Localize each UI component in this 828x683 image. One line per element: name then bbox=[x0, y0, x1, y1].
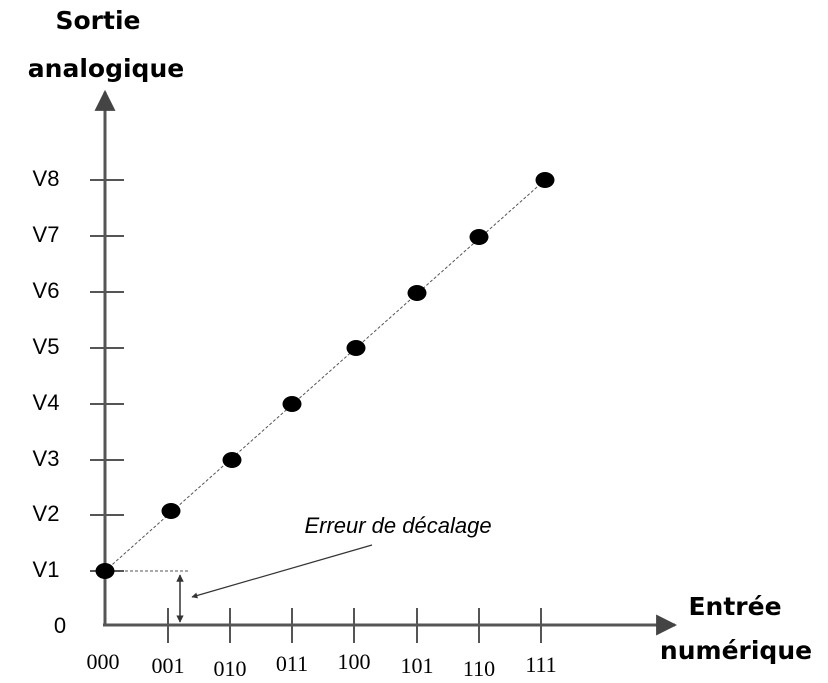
y-label: V6 bbox=[33, 278, 60, 303]
point bbox=[161, 503, 181, 519]
y-title: Sortie bbox=[56, 6, 141, 35]
x-label: 011 bbox=[276, 651, 308, 676]
y-label: V7 bbox=[33, 222, 60, 247]
annotation-arrow bbox=[191, 544, 373, 599]
x-title: Entrée bbox=[688, 592, 781, 621]
y-label: V3 bbox=[33, 446, 60, 471]
point bbox=[535, 172, 555, 188]
x-label: 001 bbox=[152, 653, 185, 678]
point bbox=[222, 452, 242, 468]
point bbox=[469, 229, 489, 245]
y-label: V2 bbox=[33, 501, 60, 526]
x-label: 101 bbox=[401, 653, 434, 678]
x-title: numérique bbox=[660, 636, 812, 665]
y-title: analogique bbox=[28, 54, 184, 83]
x-label: 111 bbox=[525, 652, 556, 677]
annotation: Erreur de décalage bbox=[304, 513, 491, 538]
point bbox=[95, 563, 115, 579]
x-label: 110 bbox=[463, 656, 495, 681]
y-label: 0 bbox=[54, 613, 66, 638]
point bbox=[407, 285, 427, 301]
y-label: V4 bbox=[33, 390, 60, 415]
x-label: 010 bbox=[214, 656, 247, 681]
point bbox=[346, 340, 366, 356]
x-label: 000 bbox=[87, 649, 120, 674]
y-label: V1 bbox=[33, 557, 60, 582]
y-label: V8 bbox=[33, 166, 60, 191]
transfer-line bbox=[104, 179, 546, 572]
y-label: V5 bbox=[33, 334, 60, 359]
graph: Sortie analogique Entrée numérique Erreu… bbox=[28, 6, 812, 681]
x-label: 100 bbox=[338, 649, 371, 674]
point bbox=[282, 396, 302, 412]
